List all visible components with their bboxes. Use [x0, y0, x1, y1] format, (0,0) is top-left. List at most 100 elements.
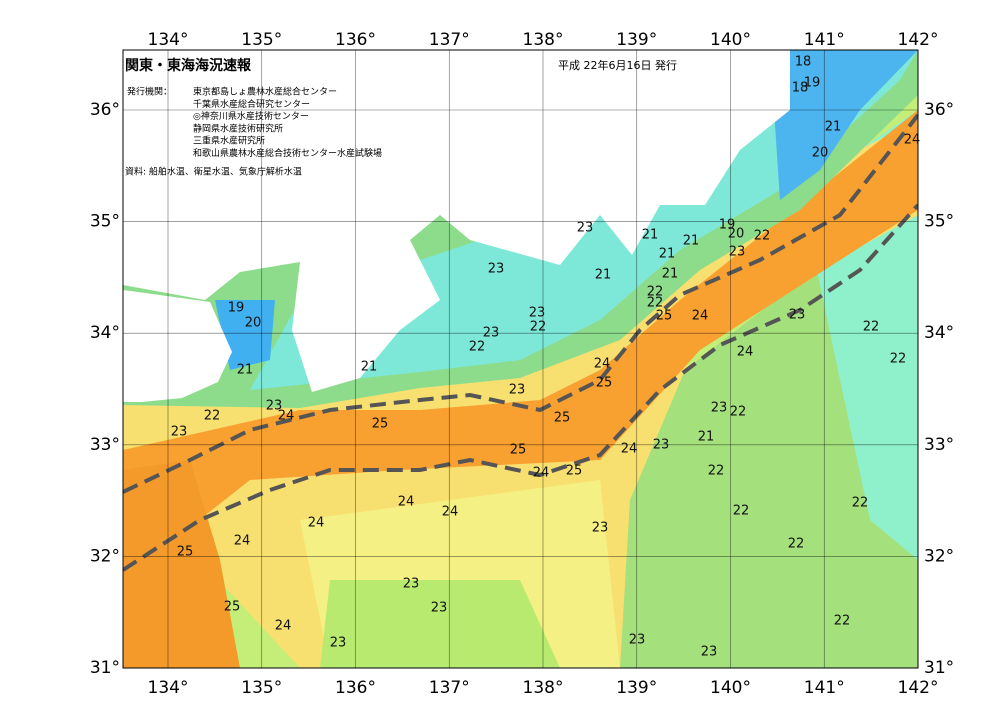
isotherm-label: 22: [852, 496, 869, 511]
title: 関東・東海海況速報: [125, 57, 252, 74]
lon-label-top: 138°: [523, 30, 564, 50]
isotherm-label: 21: [825, 120, 842, 135]
isotherm-label: 18: [795, 55, 812, 70]
isotherm-label: 23: [729, 245, 746, 260]
isotherm-label: 25: [554, 411, 571, 426]
lon-label-bottom: 137°: [429, 678, 470, 698]
lat-label-left: 32°: [90, 546, 120, 566]
lat-label-left: 36°: [90, 100, 120, 120]
coordinate-labels: 134° 134° 135° 135° 136° 136° 137° 137° 138° 138°…: [90, 30, 954, 698]
issuer: 三重県水産研究所: [193, 135, 265, 147]
lon-label-top: 134°: [148, 30, 189, 50]
isotherm-label: 22: [730, 405, 747, 420]
isotherm-label: 22: [834, 614, 851, 629]
isotherm-label: 21: [595, 268, 612, 283]
isotherm-label: 23: [403, 577, 420, 592]
isotherm-label: 23: [577, 221, 594, 236]
lat-label-right: 32°: [924, 546, 954, 566]
isotherm-label: 21: [237, 363, 254, 378]
isotherm-label: 19: [804, 76, 821, 91]
lon-label-top: 141°: [804, 30, 845, 50]
zone-18: [770, 50, 918, 200]
isotherm-label: 25: [372, 417, 389, 432]
isotherm-label: 23: [789, 308, 806, 323]
issuer: 千葉県水産総合研究センター: [193, 98, 310, 110]
isotherm-label: 23: [266, 399, 283, 414]
isotherm-label: 22: [530, 320, 547, 335]
isotherm-label: 22: [754, 229, 771, 244]
isotherm-label: 24: [398, 495, 415, 510]
lat-label-right: 36°: [924, 100, 954, 120]
frame: [122, 49, 919, 669]
isotherm-label: 23: [431, 601, 448, 616]
isotherm-label: 22: [647, 285, 664, 300]
isotherm-label: 22: [647, 296, 664, 311]
lon-label-top: 140°: [710, 30, 751, 50]
isotherm-label: 23: [653, 438, 670, 453]
isotherm-label: 23: [488, 262, 505, 277]
isotherm-label: 23: [711, 401, 728, 416]
temperature-zones: [123, 50, 918, 668]
zone-25: [123, 110, 918, 580]
isotherm-label: 22: [469, 340, 486, 355]
isotherm-label: 23: [629, 633, 646, 648]
isotherm-label: 24: [533, 466, 550, 481]
isotherm-label: 24: [904, 133, 921, 148]
isotherm-label: 22: [890, 352, 907, 367]
lon-label-bottom: 142°: [898, 678, 939, 698]
isotherm-label: 24: [737, 345, 754, 360]
lon-label-bottom: 139°: [616, 678, 657, 698]
lon-label-bottom: 138°: [523, 678, 564, 698]
source: 資料: 船舶水温、衛星水温、気象庁解析水温: [125, 166, 302, 178]
isotherm-label: 23: [171, 425, 188, 440]
lat-label-left: 33°: [90, 435, 120, 455]
isotherm-label: 21: [662, 267, 679, 282]
lon-label-top: 137°: [429, 30, 470, 50]
isotherm-label: 25: [596, 376, 613, 391]
kuroshio-edge: [123, 203, 918, 572]
lat-label-right: 35°: [924, 212, 954, 232]
zone-23-south: [320, 580, 560, 668]
isotherm-label: 23: [330, 636, 347, 651]
issue-date: 平成 22年6月16日 発行: [558, 58, 677, 72]
isotherm-label: 24: [692, 309, 709, 324]
isotherm-label: 20: [812, 146, 829, 161]
lat-label-right: 33°: [924, 435, 954, 455]
isotherm-label: 22: [204, 409, 221, 424]
isotherm-label: 22: [733, 504, 750, 519]
isotherm-label: 22: [788, 537, 805, 552]
lat-label-left: 34°: [90, 323, 120, 343]
isotherm-label: 24: [234, 534, 251, 549]
isotherm-label: 24: [308, 516, 325, 531]
isotherm-label: 24: [594, 357, 611, 372]
land: [123, 50, 790, 392]
isotherm-label: 23: [592, 521, 609, 536]
isotherm-label: 21: [659, 247, 676, 262]
isotherm-label: 19: [228, 301, 245, 316]
lon-label-bottom: 140°: [710, 678, 751, 698]
isotherm-label: 23: [483, 326, 500, 341]
kuroshio-axis: [123, 113, 918, 494]
isotherm-label: 23: [529, 306, 546, 321]
isotherm-label: 19: [719, 218, 736, 233]
issuer-heading: 発行機関：: [127, 86, 172, 98]
isotherm-label: 24: [442, 505, 459, 520]
lat-label-right: 31°: [924, 658, 954, 678]
lon-label-top: 135°: [241, 30, 282, 50]
isotherm-label: 22: [863, 320, 880, 335]
lon-label-top: 136°: [335, 30, 376, 50]
isotherm-label: 24: [621, 442, 638, 457]
isotherm-label: 21: [698, 430, 715, 445]
issuer: 東京都島しょ農林水産総合センター: [193, 86, 337, 98]
lon-label-bottom: 135°: [241, 678, 282, 698]
isotherm-label: 25: [177, 545, 194, 560]
isotherm-label: 24: [275, 619, 292, 634]
isotherm-label: 25: [566, 464, 583, 479]
lat-label-left: 31°: [90, 658, 120, 678]
lat-label-right: 34°: [924, 323, 954, 343]
isotherm-label: 21: [683, 234, 700, 249]
isotherm-label: 18: [792, 81, 809, 96]
isotherm-label: 25: [510, 443, 527, 458]
